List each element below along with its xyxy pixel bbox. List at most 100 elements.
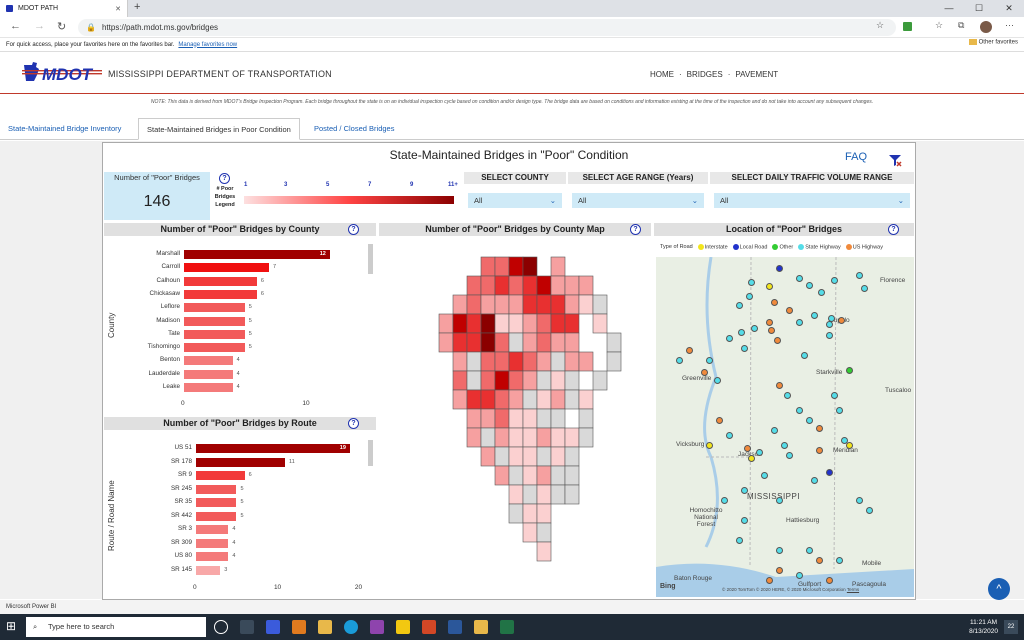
bridge-location-point[interactable]: [706, 442, 713, 449]
county-shape[interactable]: [480, 427, 496, 448]
bridge-location-point[interactable]: [738, 329, 745, 336]
extension-icon[interactable]: [903, 22, 912, 31]
bar[interactable]: [196, 565, 221, 575]
task-view-icon[interactable]: [240, 620, 254, 634]
bar[interactable]: [196, 511, 237, 521]
bridge-location-point[interactable]: [856, 272, 863, 279]
bridge-location-point[interactable]: [811, 312, 818, 319]
county-shape[interactable]: [466, 332, 482, 353]
county-shape[interactable]: [578, 427, 594, 448]
bridge-location-point[interactable]: [846, 367, 853, 374]
bar[interactable]: [196, 538, 229, 548]
bridge-location-point[interactable]: [766, 577, 773, 584]
county-shape[interactable]: [508, 484, 524, 505]
bridge-location-point[interactable]: [806, 282, 813, 289]
bridge-location-point[interactable]: [801, 352, 808, 359]
county-shape[interactable]: [536, 503, 552, 524]
menu-icon[interactable]: ⋯: [1005, 20, 1014, 30]
county-shape[interactable]: [522, 522, 538, 543]
bridge-location-point[interactable]: [736, 537, 743, 544]
bar[interactable]: [196, 498, 237, 507]
county-shape[interactable]: [564, 370, 580, 391]
bar[interactable]: [196, 552, 229, 561]
bridge-location-point[interactable]: [676, 357, 683, 364]
bridge-location-point[interactable]: [786, 452, 793, 459]
bridge-location-point[interactable]: [796, 572, 803, 579]
favorites-icon[interactable]: ☆: [935, 20, 944, 30]
county-shape[interactable]: [550, 465, 566, 486]
county-shape[interactable]: [480, 408, 496, 429]
legend-item-us-highway[interactable]: US Highway: [845, 244, 883, 250]
county-shape[interactable]: [452, 294, 468, 315]
bridge-location-point[interactable]: [826, 332, 833, 339]
bar[interactable]: [184, 343, 245, 353]
windows-start-icon[interactable]: ⊞: [6, 619, 17, 633]
minimize-icon[interactable]: —: [944, 3, 954, 13]
county-shape[interactable]: [494, 446, 510, 467]
folder-icon[interactable]: [474, 620, 488, 634]
county-choropleth-map[interactable]: [379, 237, 651, 597]
county-shape[interactable]: [550, 332, 566, 353]
county-shape[interactable]: [452, 351, 468, 372]
bridge-location-point[interactable]: [816, 447, 823, 454]
taskbar-search[interactable]: ⌕ Type here to search: [26, 617, 206, 637]
county-shape[interactable]: [438, 332, 454, 353]
bridge-location-point[interactable]: [741, 517, 748, 524]
county-shape[interactable]: [522, 313, 538, 334]
county-shape[interactable]: [578, 275, 594, 296]
bridge-location-point[interactable]: [766, 283, 773, 290]
county-shape[interactable]: [508, 427, 524, 448]
bridge-location-point[interactable]: [796, 319, 803, 326]
bridge-location-point[interactable]: [796, 275, 803, 282]
bridge-location-point[interactable]: [744, 445, 751, 452]
county-shape[interactable]: [494, 256, 510, 277]
county-shape[interactable]: [466, 351, 482, 372]
bridge-location-point[interactable]: [776, 497, 783, 504]
county-shape[interactable]: [494, 332, 510, 353]
scroll-top-button[interactable]: ^: [988, 578, 1010, 600]
county-shape[interactable]: [536, 522, 552, 543]
url-field[interactable]: 🔒 https://path.mdot.ms.gov/bridges: [78, 19, 896, 36]
county-shape[interactable]: [522, 427, 538, 448]
powerpoint-icon[interactable]: [422, 620, 436, 634]
outlook-icon[interactable]: [292, 620, 306, 634]
notifications-icon[interactable]: 22: [1004, 620, 1018, 634]
county-shape[interactable]: [480, 332, 496, 353]
county-shape[interactable]: [466, 389, 482, 410]
bridge-location-point[interactable]: [746, 293, 753, 300]
bridge-location-point[interactable]: [766, 319, 773, 326]
bridge-location-point[interactable]: [826, 321, 833, 328]
county-shape[interactable]: [578, 389, 594, 410]
county-shape[interactable]: [592, 313, 608, 334]
other-favorites[interactable]: Other favorites: [968, 39, 1018, 46]
collections-icon[interactable]: ⧉: [958, 20, 965, 30]
tab-poor-condition[interactable]: State-Maintained Bridges in Poor Conditi…: [138, 118, 300, 140]
county-shape[interactable]: [466, 275, 482, 296]
county-shape[interactable]: [550, 446, 566, 467]
bar[interactable]: [184, 289, 257, 299]
help-icon[interactable]: ?: [630, 224, 641, 235]
bridge-location-point[interactable]: [836, 407, 843, 414]
manage-favorites-link[interactable]: Manage favorites now: [178, 41, 238, 48]
county-shape[interactable]: [550, 370, 566, 391]
bridge-location-point[interactable]: [826, 577, 833, 584]
county-shape[interactable]: [494, 408, 510, 429]
onenote-icon[interactable]: [370, 620, 384, 634]
county-shape[interactable]: [508, 370, 524, 391]
county-shape[interactable]: [452, 332, 468, 353]
bridge-location-point[interactable]: [741, 487, 748, 494]
bridge-location-point[interactable]: [816, 425, 823, 432]
bar[interactable]: [184, 383, 233, 392]
edge-icon[interactable]: [344, 620, 358, 634]
county-shape[interactable]: [536, 408, 552, 429]
county-shape[interactable]: [564, 446, 580, 467]
county-shape[interactable]: [578, 294, 594, 315]
county-shape[interactable]: [452, 313, 468, 334]
powerbi-label[interactable]: Microsoft Power BI: [6, 604, 57, 610]
word-icon[interactable]: [448, 620, 462, 634]
county-shape[interactable]: [522, 294, 538, 315]
county-shape[interactable]: [550, 256, 566, 277]
county-shape[interactable]: [508, 294, 524, 315]
county-shape[interactable]: [564, 465, 580, 486]
bridge-location-point[interactable]: [748, 279, 755, 286]
